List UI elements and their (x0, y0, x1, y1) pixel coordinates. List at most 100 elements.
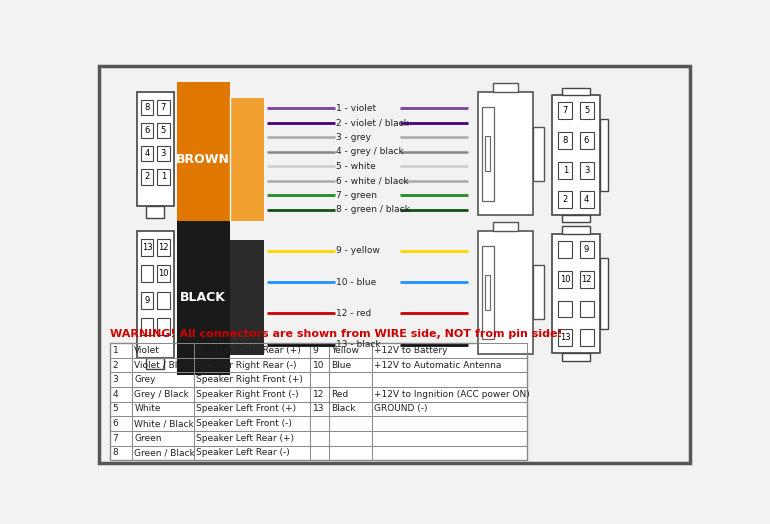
Bar (110, 343, 527, 460)
Bar (580, 241, 594, 258)
Bar (561, 88, 591, 95)
Bar (141, 146, 153, 161)
Text: 5: 5 (161, 126, 166, 135)
Text: Grey / Black: Grey / Black (134, 390, 189, 399)
Bar (580, 271, 594, 288)
Text: +12V to Ingnition (ACC power ON): +12V to Ingnition (ACC power ON) (374, 390, 531, 399)
Bar (157, 265, 169, 282)
Text: 4 - grey / black: 4 - grey / black (336, 147, 404, 156)
Text: 2: 2 (563, 194, 568, 203)
Text: 10: 10 (560, 275, 571, 283)
Bar (493, 222, 517, 231)
Bar (477, 92, 534, 215)
Text: 9: 9 (144, 296, 149, 304)
Bar (580, 132, 594, 149)
Text: 6 - white / black: 6 - white / black (336, 177, 409, 185)
Bar (534, 127, 544, 181)
Bar (157, 239, 169, 256)
Text: White / Black: White / Black (134, 419, 194, 428)
Bar (157, 291, 169, 309)
Text: 3: 3 (584, 166, 589, 175)
Bar (558, 162, 572, 179)
Bar (558, 271, 572, 288)
Text: 3 - grey: 3 - grey (336, 133, 371, 142)
Text: 12: 12 (158, 243, 169, 252)
Bar (561, 214, 591, 222)
Text: WARNING! All connectors are shown from WIRE side, NOT from pin side!: WARNING! All connectors are shown from W… (110, 329, 563, 340)
Bar (561, 226, 591, 234)
Bar (157, 100, 169, 115)
Bar (482, 107, 494, 201)
Text: 9 - yellow: 9 - yellow (336, 246, 380, 255)
Bar (558, 329, 572, 346)
Text: White: White (134, 405, 161, 413)
Text: 7 - green: 7 - green (336, 191, 377, 200)
Bar (485, 275, 490, 310)
Text: Speaker Left Rear (-): Speaker Left Rear (-) (196, 449, 290, 457)
Text: Red: Red (331, 390, 348, 399)
Text: 6: 6 (584, 136, 589, 145)
Text: 7: 7 (112, 434, 119, 443)
Text: 7: 7 (563, 106, 568, 115)
Text: Black: Black (331, 405, 356, 413)
Bar (580, 191, 594, 208)
Bar (558, 102, 572, 119)
Text: 1: 1 (112, 346, 119, 355)
Bar (141, 239, 153, 256)
Bar (580, 301, 594, 318)
Text: Speaker Right Rear (+): Speaker Right Rear (+) (196, 346, 301, 355)
Bar (477, 231, 534, 354)
Text: Yellow: Yellow (331, 346, 359, 355)
Bar (485, 136, 490, 171)
Bar (141, 291, 153, 309)
Bar (141, 169, 153, 184)
Bar (177, 221, 229, 375)
Text: 12 - red: 12 - red (336, 309, 372, 318)
Text: 10: 10 (158, 269, 169, 278)
Text: 8 - green / black: 8 - green / black (336, 205, 410, 214)
Text: 4: 4 (584, 194, 589, 203)
Text: Speaker Right Rear (-): Speaker Right Rear (-) (196, 361, 296, 369)
Text: Speaker Left Front (+): Speaker Left Front (+) (196, 405, 296, 413)
Text: Speaker Left Front (-): Speaker Left Front (-) (196, 419, 292, 428)
Text: 9: 9 (584, 245, 589, 254)
Bar (146, 206, 165, 217)
Bar (558, 191, 572, 208)
Text: BLACK: BLACK (180, 291, 226, 304)
Text: 13 - black: 13 - black (336, 340, 381, 349)
Text: 6: 6 (112, 419, 119, 428)
Text: 4: 4 (144, 149, 149, 158)
Text: 5: 5 (112, 405, 119, 413)
Text: 6: 6 (144, 126, 149, 135)
Text: Blue: Blue (331, 361, 351, 369)
Text: 2: 2 (112, 361, 118, 369)
Bar (141, 265, 153, 282)
Text: 13: 13 (560, 333, 571, 342)
Bar (580, 102, 594, 119)
Text: 12: 12 (581, 275, 592, 283)
Bar (157, 123, 169, 138)
Text: Speaker Left Rear (+): Speaker Left Rear (+) (196, 434, 294, 443)
Text: Violet / Black: Violet / Black (134, 361, 193, 369)
Bar (558, 132, 572, 149)
Bar (600, 119, 608, 191)
Text: 3: 3 (161, 149, 166, 158)
Text: 10 - blue: 10 - blue (336, 278, 377, 287)
Text: 4: 4 (112, 390, 118, 399)
Bar (136, 92, 174, 206)
Bar (136, 231, 174, 358)
Bar (177, 82, 229, 236)
Text: 5: 5 (584, 106, 589, 115)
Bar (157, 318, 169, 335)
Bar (146, 358, 165, 369)
Bar (561, 353, 591, 361)
Bar (229, 240, 263, 355)
Bar (141, 123, 153, 138)
Text: Speaker Right Front (+): Speaker Right Front (+) (196, 375, 303, 384)
Text: 2: 2 (144, 172, 149, 181)
Text: 1: 1 (161, 172, 166, 181)
Bar (600, 258, 608, 329)
Text: 13: 13 (313, 405, 324, 413)
Text: BROWN: BROWN (176, 152, 230, 166)
Text: Violet: Violet (134, 346, 160, 355)
